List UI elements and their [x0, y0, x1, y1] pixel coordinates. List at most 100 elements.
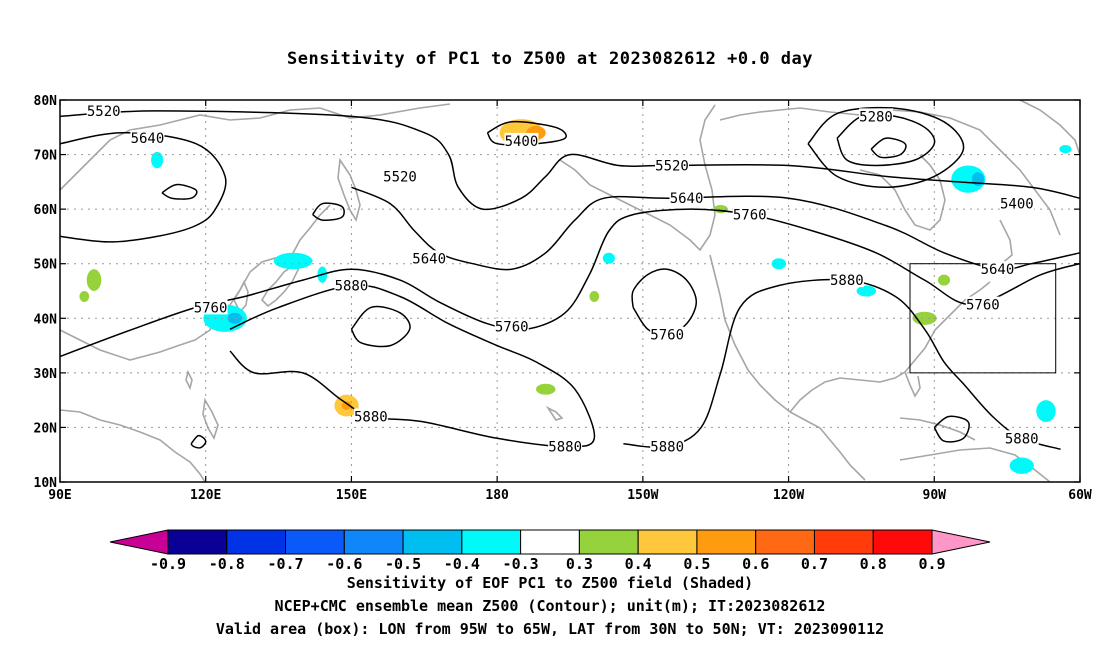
shaded-area-20 — [1059, 145, 1072, 154]
contour-label-bg-12 — [829, 272, 864, 288]
coastline-north-america-west — [709, 254, 866, 481]
shaded-area-16 — [536, 383, 556, 395]
colorbar-segment-4 — [402, 529, 463, 555]
colorbar-segment-6 — [520, 529, 580, 555]
contour-5880-13 — [350, 305, 411, 348]
shaded-area-14 — [602, 252, 615, 264]
shaded-area-13 — [1009, 457, 1034, 474]
shaded-area-2 — [951, 165, 986, 193]
contour-5880-14 — [933, 415, 970, 443]
contour-label-bg-16 — [650, 326, 685, 342]
coastline-south-america — [899, 447, 1051, 483]
lon-tick-label-5: 120W — [773, 488, 804, 503]
contour-5880-15 — [190, 434, 207, 449]
lat-tick-label-4: 40N — [34, 312, 58, 327]
colorbar-tick-label-12: 0.8 — [860, 555, 887, 573]
shaded-area-18 — [771, 258, 787, 270]
contour-label-bg-3 — [383, 168, 417, 184]
contour-label-19: 5880 — [650, 440, 684, 456]
colorbar-tick-label-9: 0.5 — [683, 555, 710, 573]
contour-label-14: 5760 — [966, 298, 1000, 314]
map-title: Sensitivity of PC1 to Z500 at 2023082612… — [286, 49, 813, 69]
contour-label-bg-19 — [650, 438, 685, 454]
shaded-area-10 — [856, 285, 876, 297]
contour-5880-5 — [623, 278, 1061, 451]
shaded-area-9 — [86, 269, 102, 292]
coastline-china-south — [59, 409, 206, 483]
colorbar-segment-5 — [461, 529, 522, 555]
coastline-florida — [904, 371, 921, 398]
colorbar-segment-7 — [578, 529, 639, 555]
contour-label-3: 5520 — [383, 169, 417, 185]
colorbar-tick-label-10: 0.6 — [742, 555, 769, 573]
coastline-taiwan — [185, 369, 193, 391]
colorbar-segment-2 — [285, 529, 345, 555]
contour-label-7: 5760 — [733, 208, 767, 224]
map-frame-layer — [59, 99, 1081, 483]
caption-valid-area: Valid area (box): LON from 95W to 65W, L… — [215, 620, 885, 638]
contour-label-bg-6 — [669, 190, 704, 206]
contour-label-bg-4 — [655, 157, 689, 173]
colorbar-tick-label-7: 0.3 — [566, 555, 593, 573]
coastline-canada-arctic — [719, 107, 1061, 236]
shaded-area-23 — [79, 291, 90, 302]
contour-label-bg-11 — [334, 277, 369, 293]
lat-tick-label-1: 70N — [34, 149, 58, 164]
contour-label-6: 5640 — [670, 191, 704, 207]
contour-5520-11 — [161, 183, 198, 200]
colorbar-tick-label-13: 0.9 — [918, 555, 945, 573]
contour-label-bg-17 — [353, 408, 388, 424]
lat-tick-label-2: 60N — [34, 203, 58, 218]
contour-5760-3 — [59, 208, 1081, 358]
contour-label-10: 5640 — [981, 262, 1015, 278]
coastline-philippines — [202, 397, 219, 440]
shaded-area-5 — [227, 312, 243, 324]
contour-5160-10 — [870, 137, 907, 159]
shaded-area-21 — [589, 291, 600, 302]
contour-5400-9 — [486, 120, 567, 146]
contour-label-9: 5640 — [412, 251, 446, 267]
colorbar-tick-label-2: -0.7 — [267, 555, 303, 573]
contour-label-bg-20 — [1004, 430, 1039, 446]
lon-tick-label-3: 180 — [485, 488, 509, 503]
coastline-hudson — [859, 154, 946, 231]
shaded-area-17 — [937, 274, 951, 286]
colorbar: -0.9 -0.8 -0.7 -0.6 -0.5 -0.4 -0.3 0.3 0.4 0.5 0.6… — [109, 529, 991, 573]
contour-5640-1 — [59, 131, 227, 243]
colorbar-tick-label-11: 0.7 — [801, 555, 828, 573]
lon-tick-label-4: 150W — [627, 488, 658, 503]
contour-label-bg-1 — [130, 130, 165, 146]
colorbar-tick-label-0: -0.9 — [150, 555, 186, 573]
colorbar-segment-9 — [696, 529, 757, 555]
lon-tick-label-6: 90W — [923, 488, 947, 503]
shaded-area-6 — [273, 252, 313, 270]
coastline-alaska — [559, 104, 716, 252]
contour-label-bg-9 — [412, 250, 447, 266]
contour-label-bg-8 — [999, 195, 1034, 211]
colorbar-tick-label-4: -0.5 — [385, 555, 421, 573]
coastline-hawaii — [545, 405, 564, 421]
lat-tick-label-7: 10N — [34, 476, 58, 491]
contour-label-17: 5880 — [354, 410, 388, 426]
colorbar-segment-8 — [637, 529, 698, 555]
map-frame — [59, 99, 1081, 483]
lat-tick-label-3: 50N — [34, 258, 58, 273]
contour-label-bg-15 — [494, 318, 529, 334]
contour-label-bg-0 — [86, 102, 121, 118]
contour-label-bg-18 — [548, 438, 583, 454]
shaded-area-8 — [341, 401, 352, 410]
contour-label-16: 5760 — [650, 328, 684, 344]
colorbar-segment-0 — [167, 529, 228, 555]
contour-label-bg-10 — [980, 261, 1015, 277]
contour-5520-12 — [311, 202, 345, 221]
contour-label-12: 5880 — [830, 273, 864, 289]
contour-label-2: 5400 — [505, 134, 539, 150]
contour-label-20: 5880 — [1005, 431, 1039, 447]
lon-tick-label-2: 150E — [336, 488, 367, 503]
contour-5400-8 — [807, 106, 965, 189]
lat-tick-label-6: 20N — [34, 421, 58, 436]
coastline-greenland — [1019, 99, 1081, 156]
colorbar-high-triangle — [931, 529, 991, 555]
contour-5880-4 — [229, 284, 596, 448]
colorbar-segment-10 — [755, 529, 815, 555]
